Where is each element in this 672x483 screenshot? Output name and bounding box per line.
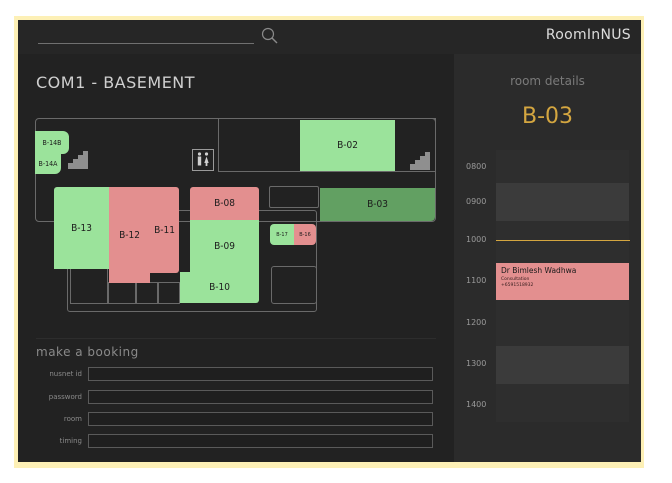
- room-b08[interactable]: B-08: [190, 187, 259, 220]
- password-label: password: [48, 393, 82, 401]
- password-field[interactable]: [88, 390, 433, 404]
- timeslot-0800[interactable]: [496, 150, 629, 183]
- app-window: RoomInNUS COM1 - BASEMENT B-14B B-14A B-…: [18, 20, 641, 462]
- top-bar: RoomInNUS: [18, 20, 641, 54]
- stairs-icon: [68, 151, 88, 169]
- corridor-box-6: [158, 282, 180, 304]
- search-icon[interactable]: [261, 27, 279, 45]
- room-label: room: [63, 415, 82, 423]
- selected-room-code: B-03: [521, 104, 574, 129]
- room-b09[interactable]: B-09: [190, 220, 259, 272]
- time-label-1200: 1200: [466, 318, 487, 327]
- current-time-indicator: [496, 240, 630, 241]
- room-field[interactable]: [88, 412, 433, 426]
- room-b02[interactable]: B-02: [300, 120, 395, 171]
- nusnet-id-label: nusnet id: [49, 370, 82, 378]
- room-details-title: room details: [510, 74, 585, 88]
- timeslot-0900[interactable]: [496, 183, 629, 221]
- booking-event-type: Consultation: [501, 277, 530, 282]
- map-outline-upper-hall: [218, 118, 436, 172]
- booking-divider: [36, 338, 436, 339]
- stairs-icon: [410, 152, 430, 170]
- room-b13[interactable]: B-13: [54, 187, 109, 269]
- time-label-1400: 1400: [466, 400, 487, 409]
- room-b16[interactable]: B-16: [294, 224, 316, 245]
- booking-title: make a booking: [36, 345, 139, 359]
- timeslot-1000[interactable]: [496, 221, 629, 263]
- time-label-1300: 1300: [466, 359, 487, 368]
- timeslot-1200[interactable]: [496, 300, 629, 346]
- room-b03[interactable]: B-03: [320, 188, 435, 221]
- floor-title: COM1 - BASEMENT: [36, 73, 196, 92]
- booking-event-phone: +6591518932: [501, 283, 534, 288]
- room-b17[interactable]: B-17: [270, 224, 294, 245]
- time-label-0800: 0800: [466, 162, 487, 171]
- corridor-box-5: [136, 282, 158, 304]
- time-label-0900: 0900: [466, 197, 487, 206]
- booking-event-name: Dr Bimlesh Wadhwa: [501, 266, 577, 275]
- nusnet-id-field[interactable]: [88, 367, 433, 381]
- app-brand: RoomInNUS: [545, 27, 631, 43]
- room-b11[interactable]: B-11: [150, 187, 179, 273]
- time-label-1100: 1100: [466, 276, 487, 285]
- corridor-box-1: [269, 186, 319, 208]
- time-label-1000: 1000: [466, 235, 487, 244]
- timeslot-1400[interactable]: [496, 384, 629, 422]
- corridor-box-4: [108, 282, 136, 304]
- corridor-box-3: [70, 268, 108, 304]
- search-input[interactable]: [38, 43, 254, 44]
- room-b10[interactable]: B-10: [180, 272, 259, 303]
- room-b14a[interactable]: B-14A: [35, 154, 61, 174]
- timeslot-1300[interactable]: [496, 346, 629, 384]
- timing-label: timing: [59, 437, 82, 445]
- timing-field[interactable]: [88, 434, 433, 448]
- corridor-box-2: [271, 266, 317, 304]
- room-b14b[interactable]: B-14B: [35, 131, 69, 154]
- booking-event[interactable]: Dr Bimlesh Wadhwa Consultation +65915189…: [496, 263, 629, 300]
- room-b12[interactable]: B-12: [109, 187, 150, 283]
- restroom-icon: [192, 149, 214, 171]
